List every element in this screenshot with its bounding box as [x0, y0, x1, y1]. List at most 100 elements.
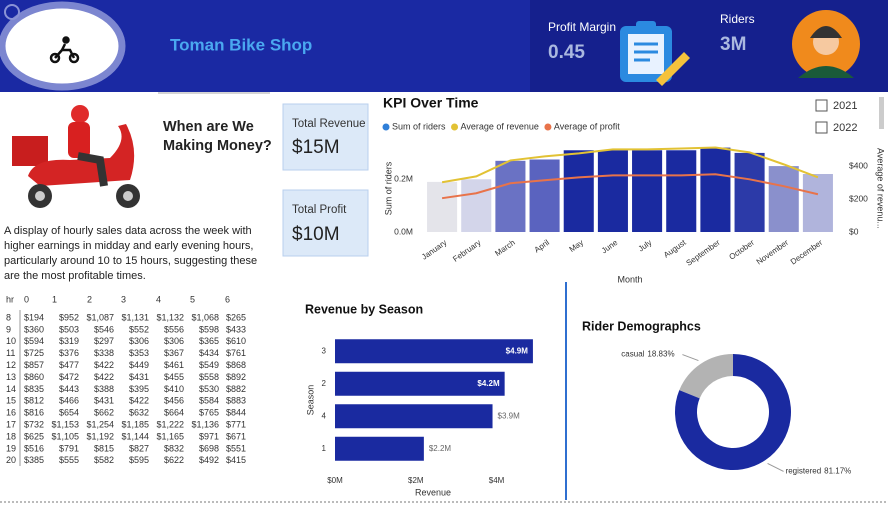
table-header: 2: [87, 294, 92, 304]
table-cell: $1,105: [51, 431, 79, 441]
table-cell: 15: [6, 396, 16, 406]
table-cell: $1,136: [191, 419, 219, 429]
table-cell: $306: [129, 336, 149, 346]
avatar: [792, 10, 860, 78]
table-cell: $1,131: [121, 312, 149, 322]
bar: [335, 339, 533, 364]
table-cell: $365: [199, 336, 219, 346]
table-cell: 14: [6, 384, 16, 394]
table-cell: $422: [94, 360, 114, 370]
table-cell: $725: [24, 348, 44, 358]
line: [441, 146, 819, 184]
slice-label: casual: [621, 350, 644, 359]
table-cell: $625: [24, 431, 44, 441]
x-axis-label: Month: [617, 274, 642, 284]
bar: [495, 160, 526, 232]
table-cell: $449: [129, 360, 149, 370]
x-tick-label: September: [685, 238, 722, 268]
table-cell: $671: [226, 431, 246, 441]
table-header: 5: [190, 294, 195, 304]
table-cell: $883: [226, 396, 246, 406]
bar: [529, 159, 560, 232]
table-header: 6: [225, 294, 230, 304]
table-cell: $812: [24, 396, 44, 406]
table-cell: $415: [226, 455, 246, 465]
x-tick-label: December: [789, 238, 825, 267]
line: [441, 173, 819, 200]
table-cell: $598: [199, 324, 219, 334]
chart-title: KPI Over Time: [383, 95, 479, 111]
checkbox[interactable]: [815, 99, 828, 112]
x-tick-label: $0M: [327, 476, 343, 485]
scrollbar[interactable]: [879, 97, 884, 129]
x-tick-label: May: [568, 238, 586, 254]
donut-slice: [679, 354, 733, 399]
table-cell: $353: [129, 348, 149, 358]
table-cell: $388: [94, 384, 114, 394]
bar: [427, 181, 458, 232]
table-cell: $385: [24, 455, 44, 465]
table-cell: $595: [129, 455, 149, 465]
x-tick-label: January: [420, 238, 448, 262]
legend-marker: [544, 123, 552, 131]
table-cell: $1,222: [156, 419, 184, 429]
checkbox[interactable]: [815, 121, 828, 134]
slice-value: 18.83%: [647, 350, 674, 359]
filter-label[interactable]: 2022: [833, 122, 857, 134]
table-cell: 8: [6, 312, 11, 322]
table-cell: $338: [94, 348, 114, 358]
table-header: 0: [24, 294, 29, 304]
value-label: $4.2M: [477, 379, 500, 388]
table-header: 1: [52, 294, 57, 304]
table-cell: $551: [226, 443, 246, 453]
table-cell: $549: [199, 360, 219, 370]
bike-icon: [49, 36, 80, 64]
legend-label: Average of revenue: [461, 121, 539, 131]
table-cell: $433: [226, 324, 246, 334]
kpi-value: 0.45: [548, 42, 585, 63]
back-button[interactable]: [4, 4, 20, 20]
bar: [768, 166, 799, 232]
table-cell: $265: [226, 312, 246, 322]
x-tick-label: $2M: [408, 476, 424, 485]
x-tick-label: August: [662, 238, 688, 260]
table-cell: $410: [164, 384, 184, 394]
table-cell: $546: [94, 324, 114, 334]
bar: [632, 150, 663, 232]
chart-title: Rider Demographcs: [582, 319, 701, 333]
legend-label: Sum of riders: [392, 121, 446, 131]
table-cell: $654: [59, 408, 79, 418]
table-cell: $662: [94, 408, 114, 418]
card-label: Total Revenue: [292, 118, 366, 130]
table-header: 3: [121, 294, 126, 304]
app-title: Toman Bike Shop: [170, 35, 312, 54]
x-tick-label: April: [533, 238, 551, 255]
table-cell: $503: [59, 324, 79, 334]
table-cell: $431: [94, 396, 114, 406]
table-cell: 19: [6, 443, 16, 453]
table-cell: $892: [226, 372, 246, 382]
table-cell: 20: [6, 455, 16, 465]
table-cell: $827: [129, 443, 149, 453]
clipboard-icon: [620, 21, 690, 86]
table-header: 4: [156, 294, 161, 304]
y-tick-label: 0.2M: [394, 174, 413, 184]
y2-tick-label: $0: [849, 226, 859, 236]
table-cell: $1,144: [121, 431, 149, 441]
table-cell: $771: [226, 419, 246, 429]
card-value: $15M: [292, 137, 340, 158]
filter-label[interactable]: 2021: [833, 100, 857, 112]
description: A display of hourly sales data across th…: [4, 225, 258, 282]
table-cell: 18: [6, 431, 16, 441]
scooter-illustration: [12, 105, 140, 208]
table-cell: $664: [164, 408, 184, 418]
table-cell: $816: [24, 408, 44, 418]
table-cell: $456: [164, 396, 184, 406]
legend-marker: [382, 123, 390, 131]
leader-line: [682, 354, 699, 362]
table-cell: $832: [164, 443, 184, 453]
table-cell: 16: [6, 408, 16, 418]
x-tick-label: June: [600, 238, 620, 256]
bar: [335, 371, 505, 396]
